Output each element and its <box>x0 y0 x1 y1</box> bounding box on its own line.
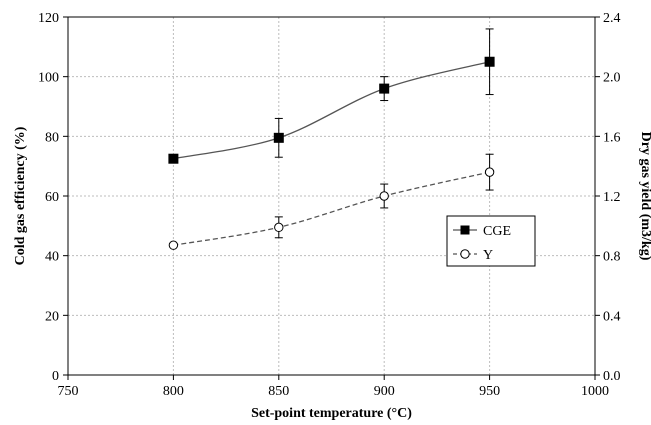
data-point <box>484 56 495 67</box>
left-y-tick-label: 40 <box>45 250 59 265</box>
series-line <box>173 61 490 160</box>
data-point <box>484 167 495 177</box>
grid <box>68 17 595 375</box>
x-tick-label: 750 <box>58 384 79 399</box>
left-y-tick-label: 80 <box>45 130 59 145</box>
x-tick-label: 850 <box>268 384 289 399</box>
legend-entries: CGE Y <box>453 224 511 263</box>
right-y-tick-label: 0.8 <box>603 250 621 265</box>
left-y-axis-title: Cold gas efficiency (%) <box>13 126 28 265</box>
legend-marker <box>460 225 470 235</box>
plot-frame <box>67 16 596 376</box>
legend-marker <box>460 249 470 259</box>
right-y-tick-label: 0.0 <box>603 369 621 384</box>
data-point <box>273 132 284 143</box>
data-point <box>379 83 390 94</box>
data-point <box>168 240 179 250</box>
legend-entry-cge: CGE <box>453 224 511 239</box>
data-point <box>274 222 284 233</box>
series-y <box>168 153 495 250</box>
legend-box <box>446 215 536 267</box>
left-y-tick-label: 120 <box>38 11 59 26</box>
legend-label: Y <box>483 248 493 263</box>
right-y-tick-label: 2.4 <box>603 11 621 26</box>
x-tick-label: 950 <box>479 384 500 399</box>
left-y-tick-label: 60 <box>45 190 59 205</box>
left-y-tick-label: 20 <box>45 309 59 324</box>
legend-label: CGE <box>483 224 511 239</box>
left-y-tick-label: 100 <box>38 71 59 86</box>
right-y-axis-title: Dry gas yield (m3/kg) <box>638 132 651 261</box>
left-y-tick-label: 0 <box>52 369 59 384</box>
right-y-axis: 0.0 0.4 0.8 1.2 1.6 2.0 2.4 <box>595 11 621 384</box>
series-line <box>173 171 490 246</box>
right-y-tick-label: 1.2 <box>603 190 621 205</box>
x-tick-label: 900 <box>374 384 395 399</box>
series-layer <box>168 28 495 250</box>
right-y-tick-label: 1.6 <box>603 130 621 145</box>
series-cge <box>168 28 495 164</box>
legend-entry-y: Y <box>453 248 493 263</box>
data-point <box>379 191 389 201</box>
x-tick-label: 1000 <box>581 384 609 399</box>
x-tick-label: 800 <box>163 384 184 399</box>
legend: CGE Y <box>446 215 536 267</box>
right-y-tick-label: 2.0 <box>603 71 621 86</box>
left-y-axis: 0 20 40 60 80 100 120 <box>38 11 68 384</box>
data-point <box>168 153 179 164</box>
x-axis: 750 800 850 900 950 1000 <box>58 375 609 399</box>
right-y-tick-label: 0.4 <box>603 309 621 324</box>
x-axis-title: Set-point temperature (°C) <box>251 406 412 421</box>
